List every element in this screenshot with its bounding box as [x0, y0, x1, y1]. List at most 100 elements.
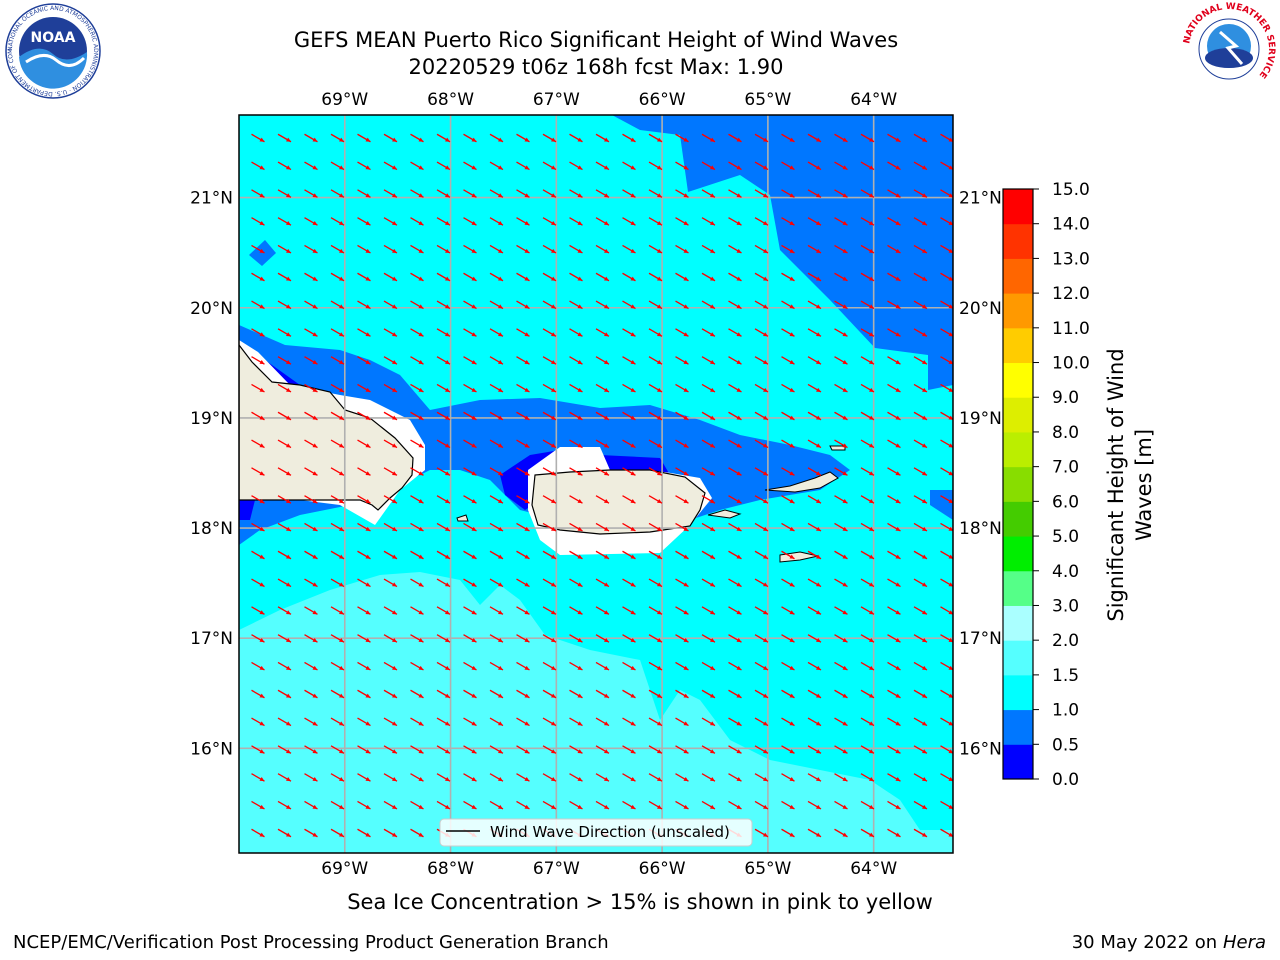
- wave-arrow: [489, 161, 504, 171]
- wave-arrow: [754, 773, 769, 782]
- wave-arrow: [860, 161, 875, 171]
- wave-arrow: [410, 356, 424, 365]
- wave-arrow: [463, 467, 477, 476]
- wave-arrow: [834, 745, 848, 754]
- wave-arrow: [251, 522, 265, 532]
- wave-arrow: [489, 773, 504, 782]
- wave-arrow: [675, 634, 689, 643]
- wave-arrow: [754, 356, 769, 365]
- wave-arrow: [728, 272, 742, 282]
- wave-arrow: [781, 411, 795, 421]
- wave-arrow: [728, 550, 742, 560]
- wave-arrow: [728, 383, 742, 393]
- wave-arrow: [304, 244, 318, 254]
- grid-lines: [239, 115, 953, 853]
- wave-arrow: [807, 356, 822, 365]
- wave-arrow: [436, 522, 451, 532]
- wave-arrow: [516, 689, 530, 699]
- wave-arrow: [728, 689, 742, 699]
- wave-arrow: [516, 244, 530, 254]
- wave-arrow: [410, 383, 424, 393]
- wave-arrow: [489, 383, 504, 393]
- wave-arrow: [251, 300, 265, 310]
- wave-arrow: [648, 272, 663, 282]
- wave-arrow: [887, 300, 901, 310]
- wave-arrow: [807, 217, 822, 226]
- wave-arrow: [595, 745, 610, 754]
- wave-arrow: [410, 634, 424, 643]
- noaa-logo-text: NOAA: [31, 30, 76, 46]
- wave-arrow: [277, 439, 292, 449]
- wave-arrow: [860, 356, 875, 365]
- wave-arrow: [701, 800, 716, 810]
- wave-arrow: [516, 634, 530, 643]
- colorbar-tick-label: 1.0: [1052, 701, 1079, 721]
- colorbar-tick-label: 10.0: [1052, 354, 1090, 374]
- wave-arrow: [781, 578, 795, 588]
- wave-arrow: [304, 606, 318, 615]
- wave-arrow: [251, 356, 265, 365]
- wave-arrow: [542, 522, 557, 532]
- wave-arrow: [728, 300, 742, 310]
- wave-arrow: [913, 800, 928, 810]
- wave-arrow: [330, 217, 345, 226]
- wave-arrow: [807, 439, 822, 449]
- wave-arrow: [648, 495, 663, 504]
- wave-arrow: [410, 411, 424, 421]
- wave-arrow: [383, 356, 398, 365]
- wave-arrow: [410, 217, 424, 226]
- wave-arrow: [887, 495, 901, 504]
- wave-arrow: [357, 272, 371, 282]
- wave-arrow: [410, 717, 424, 727]
- wave-arrow: [622, 328, 636, 337]
- wave-arrow: [410, 606, 424, 615]
- footer-date: 30 May 2022 on Hera: [1072, 932, 1266, 953]
- wave-arrow: [304, 578, 318, 588]
- wave-arrow: [569, 244, 583, 254]
- wave-arrow: [436, 272, 451, 282]
- wave-arrow: [357, 189, 371, 198]
- wave-arrow: [542, 550, 557, 560]
- wave-arrow: [860, 661, 875, 671]
- wave-arrow: [330, 133, 345, 143]
- wave-arrow: [675, 356, 689, 365]
- wave-arrow: [860, 217, 875, 226]
- wave-arrow: [304, 189, 318, 198]
- wave-arrow: [569, 383, 583, 393]
- wave-arrow: [277, 828, 292, 838]
- wave-arrow: [887, 467, 901, 476]
- wave-arrow: [807, 467, 822, 476]
- wave-arrow: [675, 467, 689, 476]
- wave-arrow: [516, 217, 530, 226]
- wave-arrow: [648, 439, 663, 449]
- wave-arrow: [595, 773, 610, 782]
- wave-arrow: [436, 217, 451, 226]
- wave-arrow: [675, 244, 689, 254]
- wave-arrow: [569, 300, 583, 310]
- wave-arrow: [860, 800, 875, 810]
- lon-tick-label-top: 66°W: [639, 90, 686, 110]
- wave-arrow: [675, 439, 689, 449]
- wave-arrow: [860, 328, 875, 337]
- lon-tick-label-top: 64°W: [850, 90, 897, 110]
- wave-arrow: [887, 717, 901, 727]
- wave-arrow: [277, 634, 292, 643]
- wave-arrow: [357, 773, 371, 782]
- wave-arrow: [701, 634, 716, 643]
- wave-arrow: [304, 717, 318, 727]
- wave-arrow: [251, 578, 265, 588]
- wave-arrow: [516, 717, 530, 727]
- wave-arrow: [940, 272, 953, 282]
- wave-arrow: [542, 300, 557, 310]
- wave-arrow: [781, 828, 795, 838]
- wave-arrow: [781, 189, 795, 198]
- wave-arrow: [940, 717, 953, 727]
- wave-arrow: [887, 439, 901, 449]
- wave-arrow: [489, 467, 504, 476]
- wave-arrow: [516, 133, 530, 143]
- wave-arrow: [807, 606, 822, 615]
- wave-arrow: [357, 356, 371, 365]
- wave-arrow: [781, 300, 795, 310]
- wave-arrow: [251, 272, 265, 282]
